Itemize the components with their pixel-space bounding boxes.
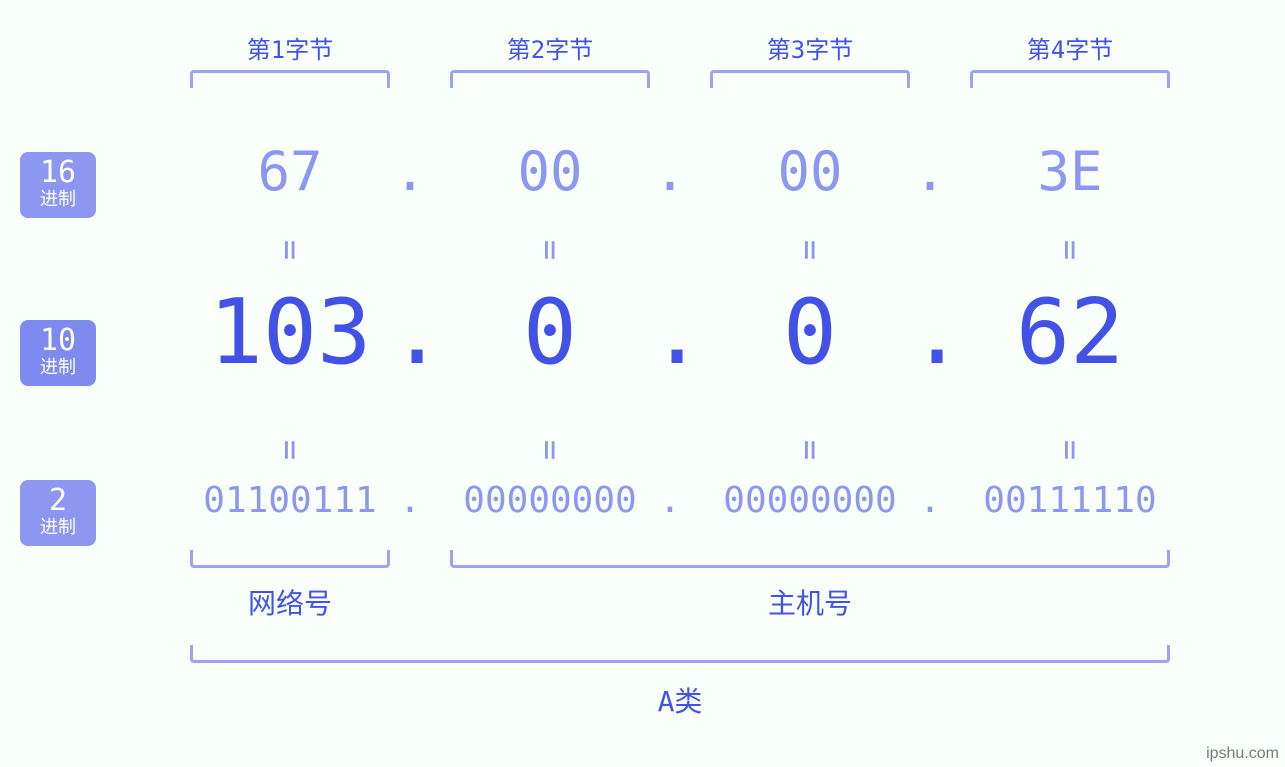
dec-value-1: 103 bbox=[180, 280, 400, 385]
badge-dec-text: 进制 bbox=[20, 358, 96, 378]
byte-bracket-top-3 bbox=[710, 70, 910, 88]
byte-header-4: 第4字节 bbox=[960, 30, 1180, 65]
hex-dot-3: . bbox=[910, 140, 950, 203]
equals-hex-dec-4: = bbox=[960, 230, 1180, 270]
equals-symbol: = bbox=[790, 240, 830, 260]
hex-value-2: 00 bbox=[440, 140, 660, 203]
equals-symbol: = bbox=[1050, 240, 1090, 260]
byte-bracket-top-2 bbox=[450, 70, 650, 88]
equals-symbol: = bbox=[790, 440, 830, 460]
equals-symbol: = bbox=[270, 440, 310, 460]
hex-value-3: 00 bbox=[700, 140, 920, 203]
dec-dot-2: . bbox=[650, 280, 690, 385]
dec-value-4: 62 bbox=[960, 280, 1180, 385]
hex-dot-1: . bbox=[390, 140, 430, 203]
dec-value-2: 0 bbox=[440, 280, 660, 385]
network-label: 网络号 bbox=[190, 582, 390, 622]
equals-hex-dec-1: = bbox=[180, 230, 400, 270]
watermark: ipshu.com bbox=[1206, 745, 1279, 763]
class-label: A类 bbox=[190, 680, 1170, 720]
badge-dec: 10进制 bbox=[20, 320, 96, 386]
bin-value-1: 01100111 bbox=[180, 480, 400, 521]
equals-hex-dec-2: = bbox=[440, 230, 660, 270]
bin-value-2: 00000000 bbox=[440, 480, 660, 521]
equals-dec-bin-2: = bbox=[440, 430, 660, 470]
bin-value-3: 00000000 bbox=[700, 480, 920, 521]
equals-symbol: = bbox=[530, 440, 570, 460]
equals-dec-bin-4: = bbox=[960, 430, 1180, 470]
equals-symbol: = bbox=[1050, 440, 1090, 460]
byte-bracket-top-1 bbox=[190, 70, 390, 88]
bin-dot-1: . bbox=[390, 480, 430, 521]
badge-hex: 16进制 bbox=[20, 152, 96, 218]
badge-bin-number: 2 bbox=[20, 486, 96, 516]
bin-dot-2: . bbox=[650, 480, 690, 521]
bin-dot-3: . bbox=[910, 480, 950, 521]
badge-bin: 2进制 bbox=[20, 480, 96, 546]
equals-symbol: = bbox=[270, 240, 310, 260]
host-label: 主机号 bbox=[450, 582, 1170, 622]
equals-hex-dec-3: = bbox=[700, 230, 920, 270]
byte-bracket-top-4 bbox=[970, 70, 1170, 88]
hex-value-1: 67 bbox=[180, 140, 400, 203]
dec-dot-1: . bbox=[390, 280, 430, 385]
byte-header-2: 第2字节 bbox=[440, 30, 660, 65]
byte-header-1: 第1字节 bbox=[180, 30, 400, 65]
equals-symbol: = bbox=[530, 240, 570, 260]
equals-dec-bin-1: = bbox=[180, 430, 400, 470]
equals-dec-bin-3: = bbox=[700, 430, 920, 470]
badge-hex-number: 16 bbox=[20, 158, 96, 188]
badge-dec-number: 10 bbox=[20, 326, 96, 356]
badge-bin-text: 进制 bbox=[20, 518, 96, 538]
hex-dot-2: . bbox=[650, 140, 690, 203]
dec-dot-3: . bbox=[910, 280, 950, 385]
badge-hex-text: 进制 bbox=[20, 190, 96, 210]
byte-header-3: 第3字节 bbox=[700, 30, 920, 65]
dec-value-3: 0 bbox=[700, 280, 920, 385]
class-bracket bbox=[190, 645, 1170, 663]
bin-value-4: 00111110 bbox=[960, 480, 1180, 521]
host-bracket bbox=[450, 550, 1170, 568]
network-bracket bbox=[190, 550, 390, 568]
hex-value-4: 3E bbox=[960, 140, 1180, 203]
